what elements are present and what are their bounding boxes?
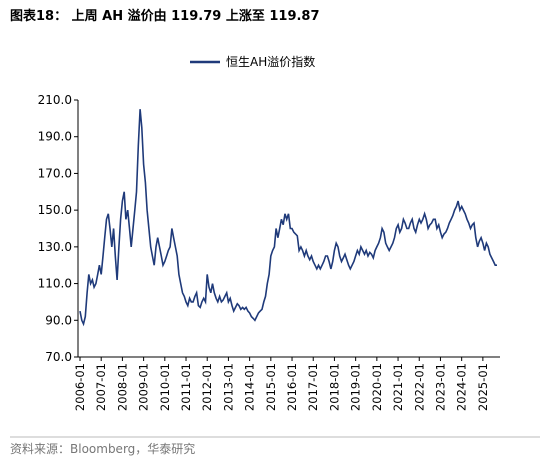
y-tick-label: 170.0 — [38, 166, 72, 180]
x-tick-label: 2019-01 — [349, 363, 363, 411]
y-tick-label: 130.0 — [38, 240, 72, 254]
x-tick-label: 2016-01 — [285, 363, 299, 411]
x-tick-label: 2008-01 — [115, 363, 129, 411]
x-tick-label: 2017-01 — [306, 363, 320, 411]
x-tick-label: 2021-01 — [391, 363, 405, 411]
y-tick-label: 90.0 — [45, 313, 72, 327]
y-tick-label: 190.0 — [38, 130, 72, 144]
x-tick-label: 2013-01 — [221, 363, 235, 411]
x-tick-label: 2023-01 — [433, 363, 447, 411]
x-tick-label: 2015-01 — [264, 363, 278, 411]
y-tick-label: 70.0 — [45, 350, 72, 364]
x-tick-label: 2012-01 — [200, 363, 214, 411]
x-tick-label: 2011-01 — [179, 363, 193, 411]
x-tick-label: 2006-01 — [73, 363, 87, 411]
x-tick-label: 2014-01 — [243, 363, 257, 411]
series-line — [79, 109, 497, 327]
x-tick-label: 2025-01 — [476, 363, 490, 411]
source: 资料来源：Bloomberg，华泰研究 — [10, 441, 195, 456]
x-tick-label: 2009-01 — [137, 363, 151, 411]
x-tick-label: 2020-01 — [370, 363, 384, 411]
x-tick-label: 2018-01 — [327, 363, 341, 411]
y-tick-label: 110.0 — [38, 277, 72, 291]
y-tick-label: 210.0 — [38, 93, 72, 107]
x-tick-label: 2024-01 — [455, 363, 469, 411]
y-tick-label: 150.0 — [38, 203, 72, 217]
x-tick-label: 2022-01 — [412, 363, 426, 411]
x-tick-label: 2010-01 — [158, 363, 172, 411]
chart-title: 图表18： 上周 AH 溢价由 119.79 上涨至 119.87 — [10, 8, 320, 24]
legend-label: 恒生AH溢价指数 — [226, 54, 315, 69]
x-tick-label: 2007-01 — [94, 363, 108, 411]
